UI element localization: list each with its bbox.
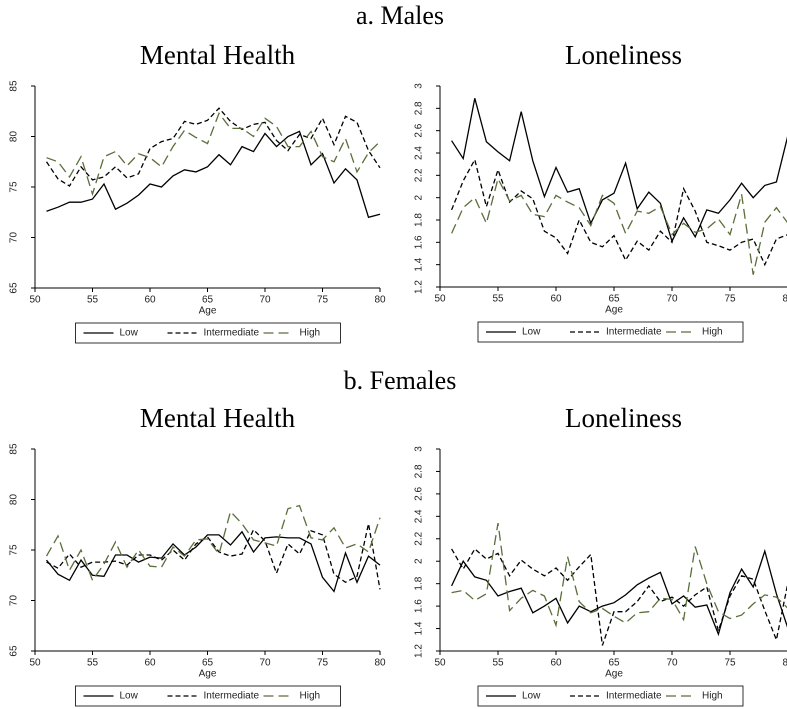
x-axis-label: Age: [199, 669, 217, 680]
series-line: [451, 548, 787, 637]
y-tick-label: 1.2: [414, 280, 425, 294]
y-tick-label: 1.4: [414, 257, 425, 271]
y-tick-label: 2.2: [414, 531, 425, 545]
y-tick-label: 2.2: [414, 168, 425, 182]
legend-label: Intermediate: [204, 691, 260, 702]
legend-box: [75, 685, 341, 707]
legend-label: High: [702, 327, 723, 338]
y-tick-label: 75: [9, 544, 20, 556]
x-tick-label: 65: [202, 295, 214, 306]
y-tick-label: 3: [414, 446, 425, 452]
x-tick-label: 75: [724, 294, 736, 305]
x-tick-label: 75: [317, 295, 329, 306]
series-line: [451, 176, 787, 275]
y-tick-label: 2.6: [414, 123, 425, 137]
legend-label: Intermediate: [606, 691, 662, 702]
x-axis-label: Age: [605, 305, 623, 316]
y-tick-label: 1.4: [414, 621, 425, 635]
series-line: [46, 523, 381, 590]
y-tick-label: 65: [9, 282, 20, 294]
y-tick-label: 80: [9, 131, 20, 143]
legend-label: Low: [120, 691, 139, 702]
x-tick-label: 65: [608, 294, 620, 305]
x-tick-label: 75: [724, 658, 736, 669]
x-tick-label: 65: [202, 658, 214, 669]
chart-title: Mental Health: [140, 40, 296, 70]
y-tick-label: 2.8: [414, 464, 425, 478]
x-tick-label: 55: [492, 658, 504, 669]
x-tick-label: 60: [550, 658, 562, 669]
series-line: [451, 98, 787, 243]
legend-label: Low: [120, 328, 139, 339]
legend-label: Low: [522, 691, 541, 702]
series-line: [46, 130, 381, 219]
y-tick-label: 70: [9, 232, 20, 244]
y-tick-label: 70: [9, 595, 20, 607]
x-tick-label: 65: [608, 658, 620, 669]
legend-box: [75, 322, 341, 344]
x-tick-label: 70: [666, 658, 678, 669]
y-tick-label: 80: [9, 494, 20, 506]
series-line: [45, 530, 381, 593]
y-tick-label: 65: [9, 645, 20, 657]
series-line: [45, 107, 381, 187]
y-tick-label: 1.2: [414, 644, 425, 658]
chart-title: Mental Health: [140, 403, 296, 433]
chart-title: Loneliness: [565, 403, 682, 433]
x-tick-label: 60: [144, 658, 156, 669]
x-tick-label: 60: [550, 294, 562, 305]
y-tick-label: 1.6: [414, 235, 425, 249]
y-tick-label: 85: [9, 80, 20, 92]
x-tick-label: 80: [782, 658, 787, 669]
x-tick-label: 55: [87, 658, 99, 669]
panel-title: a. Males: [356, 1, 444, 30]
y-tick-label: 2.4: [414, 146, 425, 160]
series-line: [45, 504, 381, 582]
y-tick-label: 1.8: [414, 213, 425, 227]
x-tick-label: 50: [29, 658, 41, 669]
x-tick-label: 75: [317, 658, 329, 669]
y-tick-label: 2: [414, 558, 425, 564]
legend-label: High: [300, 691, 321, 702]
x-axis-label: Age: [199, 306, 217, 317]
x-tick-label: 50: [434, 294, 446, 305]
x-tick-label: 55: [492, 294, 504, 305]
y-tick-label: 2.8: [414, 101, 425, 115]
y-tick-label: 1.8: [414, 576, 425, 590]
series-line: [46, 111, 381, 197]
legend-label: Intermediate: [606, 327, 662, 338]
legend-box: [477, 321, 744, 343]
y-tick-label: 75: [9, 181, 20, 193]
x-tick-label: 70: [259, 295, 271, 306]
y-tick-label: 1.6: [414, 599, 425, 613]
legend-label: High: [702, 691, 723, 702]
series-line: [450, 157, 787, 267]
x-tick-label: 70: [666, 294, 678, 305]
panel-title: b. Females: [344, 366, 457, 395]
y-tick-label: 2: [414, 194, 425, 200]
x-tick-label: 55: [87, 295, 99, 306]
x-tick-label: 80: [374, 295, 386, 306]
legend-label: Intermediate: [204, 328, 260, 339]
y-tick-label: 3: [414, 83, 425, 89]
legend-label: Low: [522, 327, 541, 338]
y-tick-label: 85: [9, 443, 20, 455]
chart-title: Loneliness: [565, 40, 682, 70]
legend-label: High: [300, 328, 321, 339]
series-line: [451, 547, 787, 646]
legend-box: [477, 685, 744, 707]
x-tick-label: 80: [374, 658, 386, 669]
x-tick-label: 70: [259, 658, 271, 669]
x-tick-label: 50: [434, 658, 446, 669]
x-tick-label: 60: [144, 295, 156, 306]
x-tick-label: 50: [29, 295, 41, 306]
series-line: [451, 522, 787, 628]
x-axis-label: Age: [605, 669, 623, 680]
y-tick-label: 2.6: [414, 487, 425, 501]
x-tick-label: 80: [782, 294, 787, 305]
y-tick-label: 2.4: [414, 509, 425, 523]
